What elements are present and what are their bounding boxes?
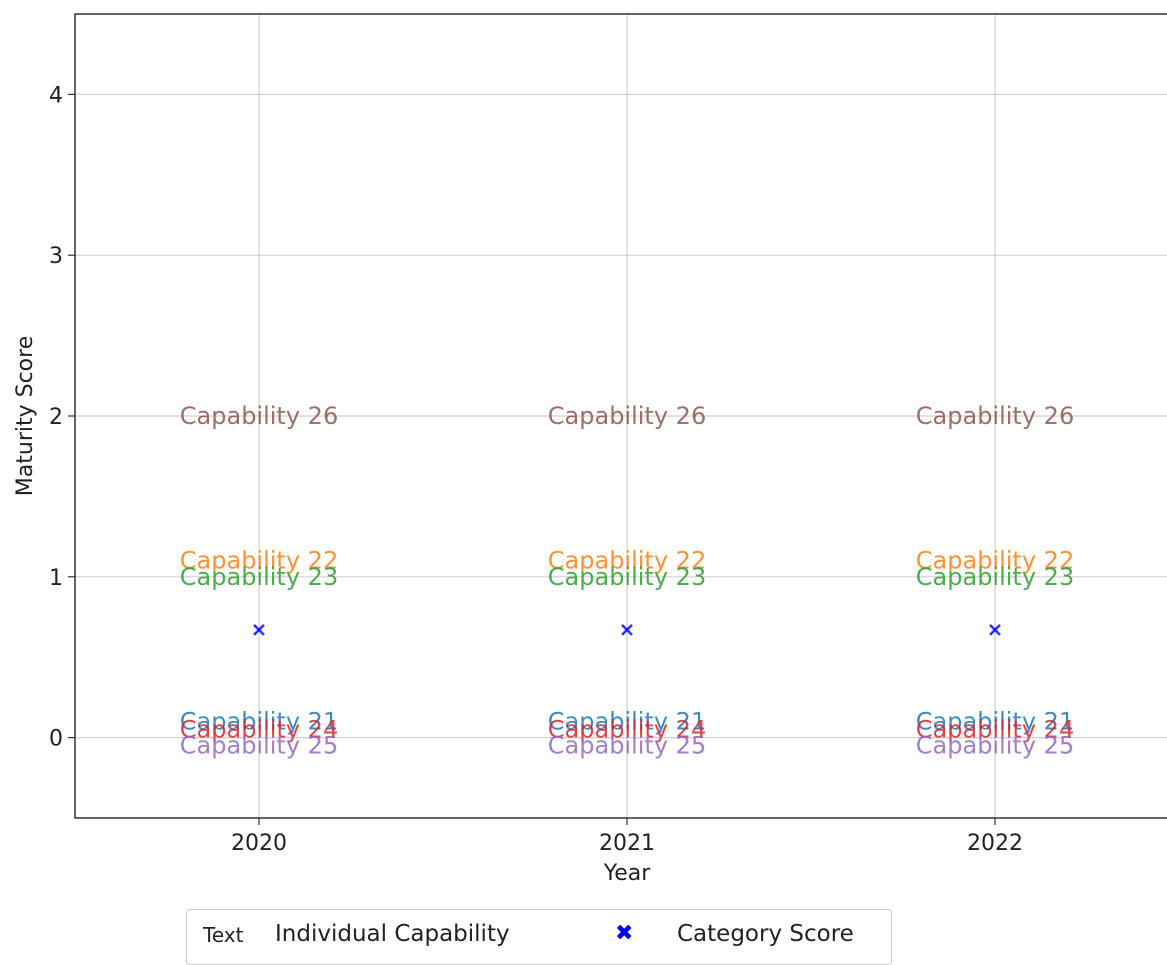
axis-ticks: 0 1 2 3 4 2020 2021 2022 — [49, 83, 1023, 856]
category-score-marker — [253, 623, 265, 636]
capability-label: Capability 21 — [916, 708, 1074, 736]
x-axis-label: Year — [603, 861, 652, 886]
capability-label: Capability 25 — [180, 732, 338, 760]
legend: Text Individual Capability ✖ Category Sc… — [186, 909, 892, 965]
capability-label: Capability 26 — [916, 402, 1074, 430]
capability-label: Capability 23 — [916, 563, 1074, 591]
capability-label: Capability 22 — [548, 547, 706, 575]
capability-label: Capability 23 — [180, 563, 338, 591]
y-tick-label: 0 — [49, 727, 63, 752]
capability-label: Capability 24 — [548, 716, 706, 744]
category-score-marker — [621, 623, 633, 636]
capability-label: Capability 22 — [916, 547, 1074, 575]
capability-label: Capability 22 — [180, 547, 338, 575]
capability-label: Capability 26 — [548, 402, 706, 430]
capability-label: Capability 26 — [180, 402, 338, 430]
legend-individual-capability-label: Individual Capability — [275, 921, 510, 947]
y-tick-label: 1 — [49, 566, 63, 591]
y-tick-label: 3 — [49, 244, 63, 269]
x-tick-label: 2020 — [231, 831, 287, 856]
legend-category-score-marker-icon: ✖ — [615, 921, 634, 946]
y-axis-label: Maturity Score — [13, 336, 38, 496]
capability-label: Capability 25 — [548, 732, 706, 760]
y-tick-label: 2 — [49, 405, 63, 430]
category-score-marker — [989, 623, 1001, 636]
capability-label: Capability 24 — [180, 716, 338, 744]
capability-label: Capability 25 — [916, 732, 1074, 760]
legend-category-score-label: Category Score — [677, 921, 854, 947]
x-tick-label: 2021 — [599, 831, 655, 856]
y-tick-label: 4 — [49, 83, 63, 108]
capability-label: Capability 24 — [916, 716, 1074, 744]
legend-text-key: Text — [203, 923, 244, 947]
grid-lines — [75, 14, 1167, 818]
capability-label: Capability 23 — [548, 563, 706, 591]
x-tick-label: 2022 — [967, 831, 1023, 856]
capability-label: Capability 21 — [180, 708, 338, 736]
capability-label: Capability 21 — [548, 708, 706, 736]
